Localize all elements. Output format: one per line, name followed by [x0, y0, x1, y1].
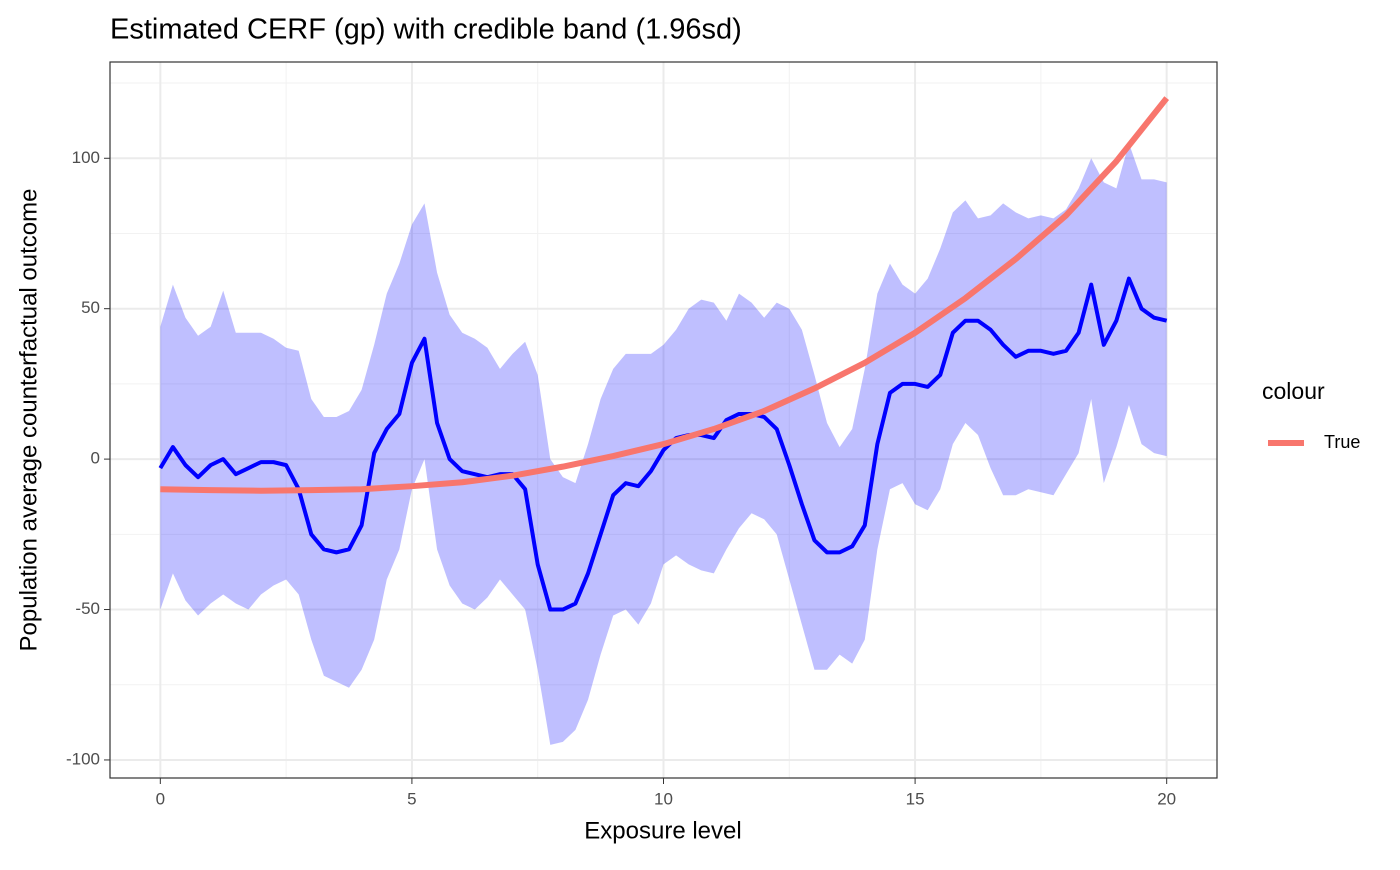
y-tick-label: 0 [91, 449, 100, 468]
y-tick-label: 100 [72, 148, 100, 167]
legend-title: colour [1262, 378, 1325, 404]
x-tick-label: 5 [407, 789, 416, 808]
panel-border [109, 61, 1218, 779]
legend-label: True [1324, 432, 1360, 452]
true-line [160, 96, 1170, 494]
chart-title: Estimated CERF (gp) with credible band (… [110, 14, 742, 46]
y-axis-title: Population average counterfactual outcom… [15, 189, 42, 652]
x-tick-label: 20 [1157, 789, 1176, 808]
x-axis-title: Exposure level [584, 817, 741, 844]
x-tick-label: 0 [156, 789, 165, 808]
y-tick-label: 50 [81, 298, 100, 317]
y-tick-label: -100 [66, 749, 100, 768]
x-tick-label: 15 [906, 789, 925, 808]
estimate-line [158, 276, 1168, 612]
x-tick-label: 10 [654, 789, 673, 808]
y-tick-label: -50 [75, 599, 100, 618]
